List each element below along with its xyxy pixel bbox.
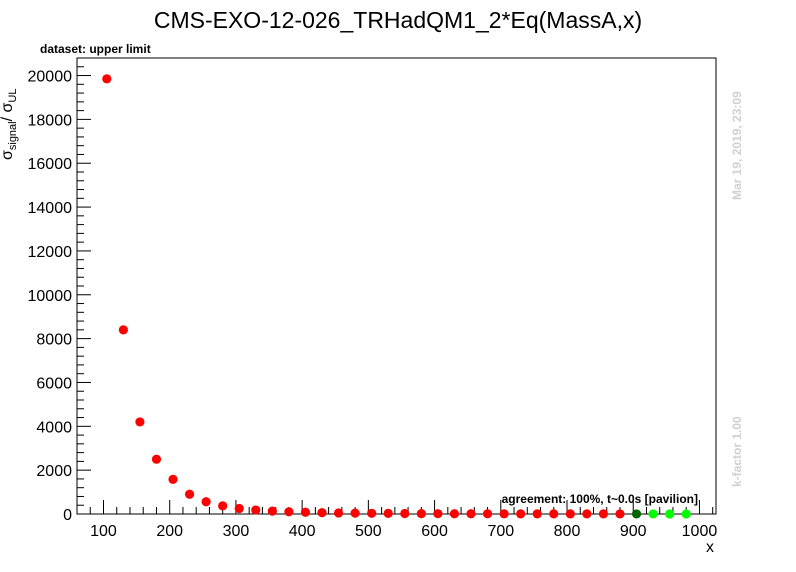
y-tick-label: 4000 [36,419,72,436]
y-tick-label: 8000 [36,332,72,349]
data-point [383,508,393,519]
data-point [267,506,277,516]
data-point [350,508,360,518]
data-point [499,509,509,519]
y-axis-label-main: σ [0,150,16,160]
data-point [201,497,211,507]
y-tick-label: 12000 [28,244,73,261]
x-tick-label: 400 [289,523,316,540]
timestamp-label: Mar 19, 2019, 23:09 [730,91,744,200]
y-tick-label: 10000 [28,288,73,305]
y-tick-label: 2000 [36,463,72,480]
chart-title: CMS-EXO-12-026_TRHadQM1_2*Eq(MassA,x) [154,7,642,33]
data-point [184,489,195,499]
x-tick-label: 900 [620,523,647,540]
data-point [168,474,178,484]
x-tick-label: 800 [554,523,581,540]
data-point [333,508,344,518]
data-point [648,509,658,519]
data-point [516,509,526,519]
y-axis-label-sub2: UL [7,89,19,103]
data-point [615,509,625,519]
data-point [400,508,410,519]
y-tick-label: 6000 [36,375,72,392]
data-point [367,508,377,518]
data-point [317,508,327,518]
data-points [102,74,691,519]
x-tick-label: 600 [421,523,448,540]
data-point [681,509,691,519]
x-axis: 100 200 300 400 500 600 700 800 900 1000 [76,500,718,540]
data-point [665,509,675,519]
x-tick-label: 700 [487,523,514,540]
data-point [466,509,476,519]
plot-frame [76,57,717,515]
data-point [251,505,261,515]
y-axis-label: σsignal/ σUL [0,89,19,160]
y-axis: 0 2000 4000 6000 8000 10000 12000 14000 16000 180… [28,57,91,524]
y-tick-label: 20000 [28,69,73,86]
agreement-label: agreement: 100%, t~0.0s [pavilion] [502,492,698,506]
data-point [565,509,575,519]
data-point [598,509,609,519]
data-point [582,509,592,519]
data-point [549,509,559,519]
data-point [416,509,426,519]
data-point [118,325,128,335]
x-tick-label: 500 [355,523,382,540]
data-point [135,417,145,427]
y-tick-label: 14000 [28,200,73,217]
y-tick-label: 16000 [28,156,73,173]
data-point [449,509,460,519]
data-point [284,507,294,517]
data-point [151,454,162,464]
y-axis-label-mid: / σ [0,102,16,121]
kfactor-label: k-factor 1.00 [730,416,744,487]
data-point [218,501,228,511]
data-point [300,507,311,517]
x-tick-label: 200 [156,523,183,540]
x-axis-label: x [706,539,714,556]
data-point [102,74,112,84]
x-tick-label: 1000 [682,523,718,540]
x-tick-label: 100 [90,523,117,540]
data-point [433,509,443,519]
y-tick-label: 0 [63,507,72,524]
x-tick-label: 300 [223,523,250,540]
data-point [631,509,642,519]
data-point [234,503,244,514]
dataset-label: dataset: upper limit [40,42,151,56]
y-axis-label-sub1: signal [7,121,19,150]
y-tick-label: 18000 [28,112,73,129]
data-point [482,509,493,519]
data-point [532,509,542,519]
